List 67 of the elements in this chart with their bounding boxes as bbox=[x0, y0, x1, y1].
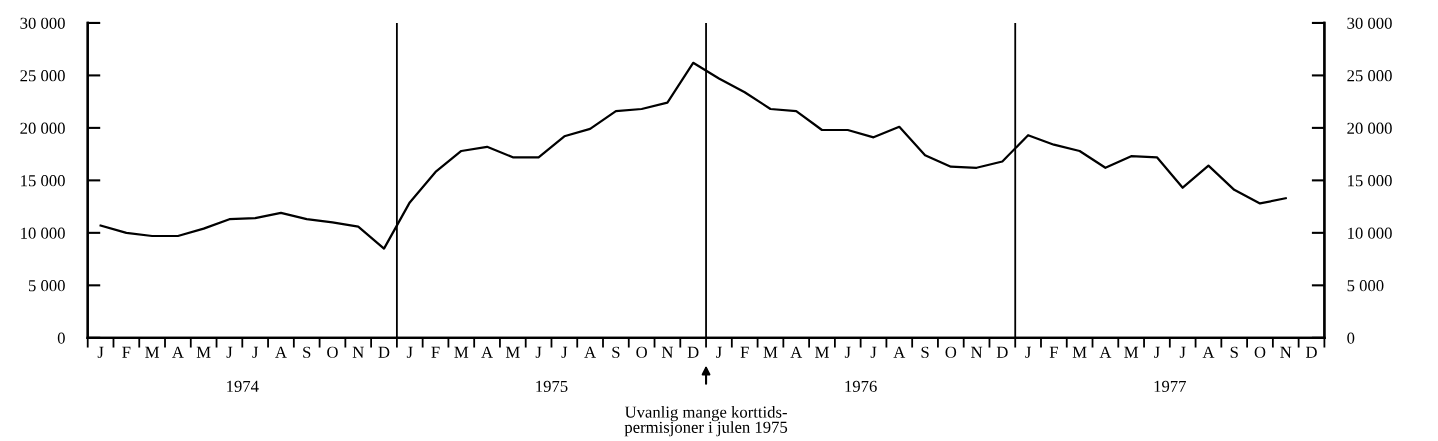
y-tick-label: 0 bbox=[57, 332, 65, 344]
x-tick-label: S bbox=[1230, 346, 1238, 358]
y2-tick-label: 15 000 bbox=[1348, 175, 1392, 187]
x-tick-label: N bbox=[971, 346, 983, 358]
x-tick-label: A bbox=[1202, 346, 1215, 358]
x-tick-label: D bbox=[1305, 346, 1317, 358]
x-tick-label: A bbox=[1099, 346, 1112, 358]
x-tick-label: O bbox=[945, 346, 957, 358]
x-tick-label: N bbox=[661, 346, 674, 358]
y2-tick-label: 20 000 bbox=[1347, 122, 1392, 134]
y-tick-label: 5 000 bbox=[28, 280, 65, 292]
x-tick-label: J bbox=[561, 346, 568, 358]
x-tick-label: S bbox=[921, 346, 929, 358]
x-tick-label: F bbox=[1049, 346, 1058, 358]
x-tick-label: A bbox=[893, 346, 906, 358]
x-tick-label: J bbox=[1025, 346, 1031, 358]
y2-tick-label: 25 000 bbox=[1347, 70, 1392, 82]
x-tick-label: A bbox=[481, 346, 493, 358]
y2-tick-label: 10 000 bbox=[1348, 227, 1392, 239]
x-tick-label: F bbox=[431, 346, 440, 358]
x-tick-label: A bbox=[790, 346, 803, 358]
x-tick-label: J bbox=[1179, 346, 1186, 358]
x-tick-label: J bbox=[870, 346, 877, 358]
x-tick-label: J bbox=[716, 346, 722, 358]
x-tick-label: J bbox=[226, 346, 233, 358]
y2-tick-label: 0 bbox=[1347, 332, 1355, 344]
x-tick-label: D bbox=[996, 346, 1008, 358]
x-tick-label: O bbox=[636, 346, 647, 358]
text: 1976 bbox=[845, 380, 877, 392]
x-tick-label: M bbox=[145, 346, 160, 358]
x-tick-label: J bbox=[406, 346, 413, 358]
y-tick-label: 30 000 bbox=[20, 17, 65, 29]
x-tick-label: A bbox=[584, 346, 597, 358]
x-tick-label: F bbox=[740, 346, 749, 358]
x-tick-label: M bbox=[763, 346, 778, 358]
x-tick-label: O bbox=[327, 346, 338, 358]
x-tick-label: F bbox=[122, 346, 131, 358]
x-tick-label: S bbox=[303, 346, 311, 358]
x-tick-label: O bbox=[1254, 346, 1266, 358]
x-tick-label: D bbox=[687, 346, 699, 358]
text: 1977 bbox=[1154, 380, 1186, 392]
x-tick-label: J bbox=[97, 346, 104, 358]
x-tick-label: M bbox=[1072, 346, 1087, 358]
y-tick-label: 20 000 bbox=[20, 122, 65, 134]
text: 1974 bbox=[227, 380, 259, 392]
x-tick-label: M bbox=[196, 346, 211, 358]
x-tick-label: J bbox=[844, 346, 851, 358]
x-tick-label: M bbox=[815, 346, 829, 358]
y2-tick-label: 5 000 bbox=[1347, 280, 1384, 292]
text: Uvanlig mange korttids- permisjoner i julen 1975 bbox=[624, 406, 788, 437]
x-tick-label: M bbox=[1124, 346, 1139, 358]
x-tick-label: J bbox=[252, 346, 259, 358]
x-tick-label: M bbox=[454, 346, 469, 358]
y-tick-label: 10 000 bbox=[21, 227, 65, 239]
x-tick-label: A bbox=[172, 346, 184, 358]
x-tick-label: N bbox=[1280, 346, 1292, 358]
y2-tick-label: 30 000 bbox=[1347, 17, 1392, 29]
x-tick-label: S bbox=[612, 346, 620, 358]
x-tick-label: D bbox=[378, 346, 390, 358]
x-tick-label: J bbox=[535, 346, 542, 358]
x-tick-label: M bbox=[505, 346, 520, 358]
x-tick-label: A bbox=[275, 346, 287, 358]
y-tick-label: 25 000 bbox=[20, 70, 65, 82]
x-tick-label: J bbox=[1154, 346, 1160, 358]
x-tick-label: N bbox=[352, 346, 364, 358]
text: 1975 bbox=[536, 380, 568, 392]
y-tick-label: 15 000 bbox=[21, 175, 65, 187]
